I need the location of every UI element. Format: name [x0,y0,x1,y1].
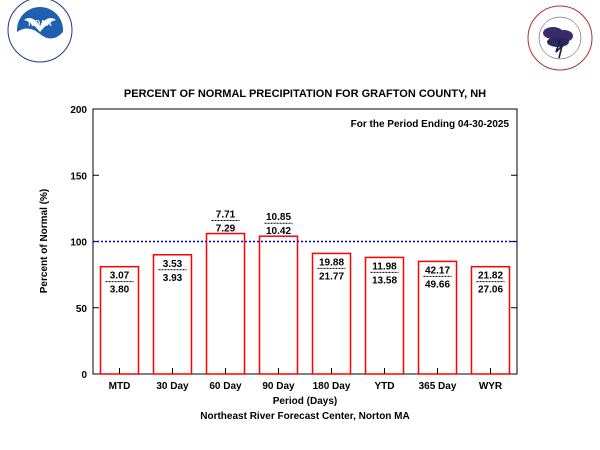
x-tick-label: 60 Day [209,381,242,392]
normal-label: 49.66 [425,279,450,290]
x-tick-label: 90 Day [262,381,295,392]
bar [99,265,140,375]
observed-label: 21.82 [478,271,503,282]
normal-label: 10.42 [266,226,291,237]
normal-label: 13.58 [372,275,397,286]
y-tick-label: 200 [70,105,87,116]
x-tick-label: 180 Day [313,381,351,392]
chart-title: PERCENT OF NORMAL PRECIPITATION FOR GRAF… [124,88,486,100]
y-axis: 0 50 100 150 200 [70,105,517,381]
normal-label: 21.77 [319,271,344,282]
noaa-logo-label: NOAA [28,19,52,28]
y-tick-label: 0 [81,370,87,381]
x-axis: MTD 30 Day 60 Day 90 Day 180 Day YTD 365 Day WY… [109,368,503,392]
data-labels: 3.07 3.80 3.53 3.93 7.71 7.29 10.85 10.42 19.88 2… [105,210,505,296]
observed-label: 7.71 [216,210,236,221]
observed-label: 11.98 [372,261,397,272]
bar [470,265,511,375]
y-tick-label: 100 [70,238,87,249]
bar [311,252,352,375]
y-tick-label: 50 [76,304,88,315]
observed-label: 10.85 [266,212,291,223]
y-tick-label: 150 [70,171,87,182]
x-tick-label: YTD [375,381,395,392]
normal-label: 3.80 [110,285,130,296]
observed-label: 19.88 [319,257,344,268]
bar [364,256,405,375]
footer-credit: Northeast River Forecast Center, Norton … [200,411,410,422]
bar [258,235,299,375]
normal-label: 27.06 [478,285,503,296]
bar [205,232,246,375]
x-tick-label: MTD [109,381,131,392]
observed-label: 42.17 [425,265,450,276]
observed-label: 3.53 [163,259,183,270]
x-tick-label: WYR [479,381,503,392]
nws-logo [527,5,593,71]
bar [152,254,193,375]
bars [99,232,511,375]
x-tick-label: 30 Day [156,381,189,392]
bar [417,260,458,375]
period-annotation: For the Period Ending 04-30-2025 [351,119,510,130]
observed-label: 3.07 [110,271,130,282]
normal-label: 3.93 [163,273,183,284]
y-axis-title: Percent of Normal (%) [39,189,50,293]
normal-label: 7.29 [216,224,236,235]
x-tick-label: 365 Day [419,381,457,392]
noaa-logo: NOAA [7,0,73,63]
x-axis-title: Period (Days) [273,396,337,407]
